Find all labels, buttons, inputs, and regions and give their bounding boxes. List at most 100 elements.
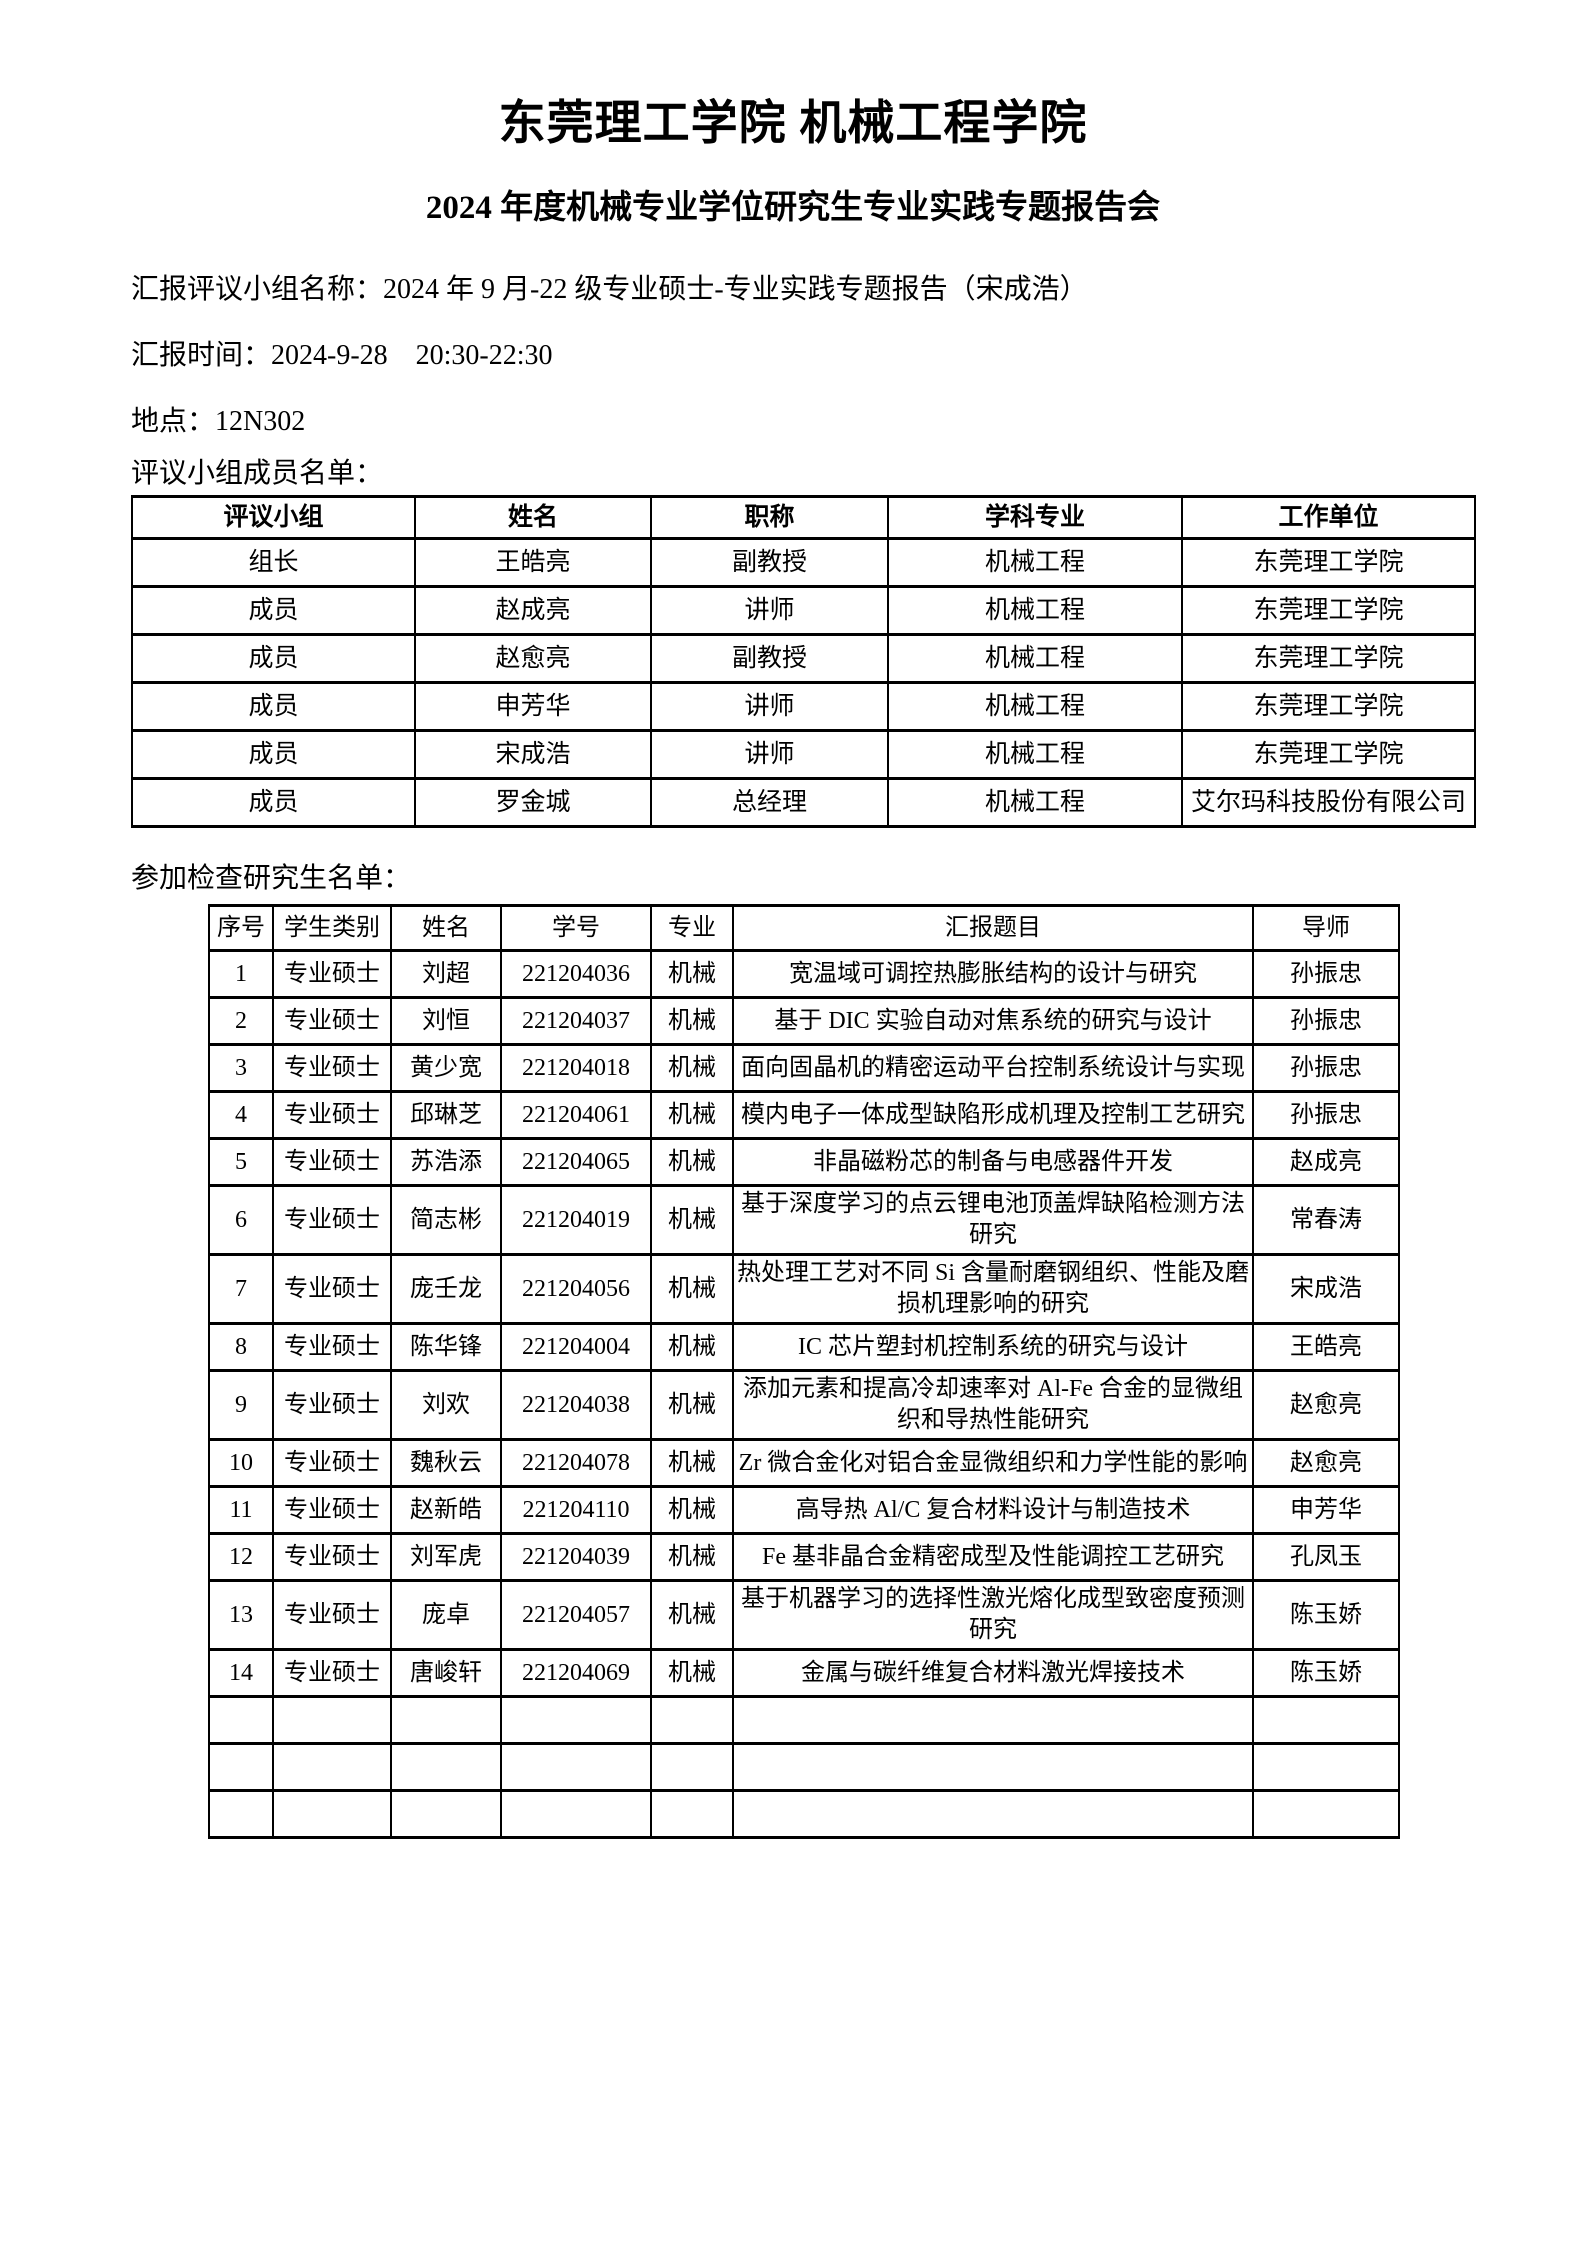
table-cell: 刘恒 <box>390 996 502 1046</box>
table-cell: 副教授 <box>650 633 889 684</box>
table-cell: 申芳华 <box>414 681 652 732</box>
table-row: 10 专业硕士 魏秋云 221204078 机械 Zr 微合金化对铝合金显微组织和力学性能… <box>208 1438 1400 1488</box>
students-header-row: 序号 学生类别 姓名 学号 专业 汇报题目 导师 <box>208 904 1400 952</box>
table-cell: 专业硕士 <box>272 1579 392 1651</box>
table-cell: 东莞理工学院 <box>1181 537 1476 588</box>
table-cell <box>500 1742 652 1792</box>
table-cell: 东莞理工学院 <box>1181 585 1476 636</box>
table-cell: 221204004 <box>500 1322 652 1372</box>
table-cell: 成员 <box>131 633 416 684</box>
table-cell: 5 <box>208 1137 274 1187</box>
students-table: 序号 学生类别 姓名 学号 专业 汇报题目 导师 1 专业硕士 刘超 221204036 机械 宽温域… <box>208 904 1400 1839</box>
table-cell: 讲师 <box>650 585 889 636</box>
column-header: 职称 <box>650 495 889 540</box>
table-cell: 庞壬龙 <box>390 1253 502 1325</box>
table-cell: 专业硕士 <box>272 1184 392 1256</box>
table-cell <box>208 1695 274 1745</box>
table-cell: 机械 <box>650 1579 734 1651</box>
table-cell: 13 <box>208 1579 274 1651</box>
table-cell: 基于 DIC 实验自动对焦系统的研究与设计 <box>732 996 1254 1046</box>
table-row: 8 专业硕士 陈华锋 221204004 机械 IC 芯片塑封机控制系统的研究与设计 王皓亮 <box>208 1322 1400 1372</box>
table-cell: 金属与碳纤维复合材料激光焊接技术 <box>732 1648 1254 1698</box>
column-header: 导师 <box>1252 904 1400 952</box>
table-row: 6 专业硕士 简志彬 221204019 机械 基于深度学习的点云锂电池顶盖焊缺陷检测方法… <box>208 1184 1400 1256</box>
table-cell <box>390 1695 502 1745</box>
table-cell: Fe 基非晶合金精密成型及性能调控工艺研究 <box>732 1532 1254 1582</box>
table-cell: 221204061 <box>500 1090 652 1140</box>
table-cell: 221204056 <box>500 1253 652 1325</box>
table-cell: 机械 <box>650 1532 734 1582</box>
table-row: 成员 赵愈亮 副教授 机械工程 东莞理工学院 <box>131 633 1476 684</box>
table-row: 14 专业硕士 唐峻轩 221204069 机械 金属与碳纤维复合材料激光焊接技术 陈玉娇 <box>208 1648 1400 1698</box>
table-row: 成员 宋成浩 讲师 机械工程 东莞理工学院 <box>131 729 1476 780</box>
table-cell: 成员 <box>131 681 416 732</box>
table-cell: 邱琳芝 <box>390 1090 502 1140</box>
table-cell: 机械工程 <box>887 537 1183 588</box>
page-title: 东莞理工学院 机械工程学院 <box>498 98 1088 150</box>
column-header: 学科专业 <box>887 495 1183 540</box>
table-row <box>208 1695 1400 1745</box>
table-cell: 专业硕士 <box>272 1090 392 1140</box>
table-cell: 孔凤玉 <box>1252 1532 1400 1582</box>
table-cell: 成员 <box>131 729 416 780</box>
table-row: 组长 王皓亮 副教授 机械工程 东莞理工学院 <box>131 537 1476 588</box>
table-cell: 221204018 <box>500 1043 652 1093</box>
table-cell: 221204069 <box>500 1648 652 1698</box>
table-cell: 4 <box>208 1090 274 1140</box>
table-cell: 宋成浩 <box>1252 1253 1400 1325</box>
table-cell: 赵愈亮 <box>1252 1369 1400 1441</box>
table-cell: 常春涛 <box>1252 1184 1400 1256</box>
table-cell: 苏浩添 <box>390 1137 502 1187</box>
table-cell: 机械 <box>650 1438 734 1488</box>
table-row: 7 专业硕士 庞壬龙 221204056 机械 热处理工艺对不同 Si 含量耐磨钢组织、性… <box>208 1253 1400 1325</box>
students-table-body: 1 专业硕士 刘超 221204036 机械 宽温域可调控热膨胀结构的设计与研究 孙振忠 2 专… <box>208 949 1400 1839</box>
column-header: 姓名 <box>414 495 652 540</box>
table-cell <box>272 1742 392 1792</box>
committee-table-body: 组长 王皓亮 副教授 机械工程 东莞理工学院 成员 赵成亮 讲师 机械工程 东莞理工学院 成员 赵愈亮… <box>131 537 1476 828</box>
table-row <box>208 1789 1400 1839</box>
table-row: 13 专业硕士 庞卓 221204057 机械 基于机器学习的选择性激光熔化成型致密度预测… <box>208 1579 1400 1651</box>
column-header: 工作单位 <box>1181 495 1476 540</box>
table-cell: 东莞理工学院 <box>1181 681 1476 732</box>
review-group-name-line: 汇报评议小组名称：2024 年 9 月-22 级专业硕士-专业实践专题报告（宋成… <box>131 274 1088 305</box>
table-cell: 专业硕士 <box>272 1043 392 1093</box>
table-cell: 机械 <box>650 996 734 1046</box>
committee-list-label: 评议小组成员名单： <box>131 458 384 489</box>
table-cell: 专业硕士 <box>272 996 392 1046</box>
table-cell: 221204037 <box>500 996 652 1046</box>
table-cell: 221204036 <box>500 949 652 999</box>
table-cell: 机械 <box>650 1485 734 1535</box>
table-cell: 3 <box>208 1043 274 1093</box>
table-cell: 组长 <box>131 537 416 588</box>
table-cell: 赵新皓 <box>390 1485 502 1535</box>
table-cell: 副教授 <box>650 537 889 588</box>
table-cell: 面向固晶机的精密运动平台控制系统设计与实现 <box>732 1043 1254 1093</box>
table-cell <box>732 1695 1254 1745</box>
table-cell: 赵成亮 <box>414 585 652 636</box>
table-cell: 专业硕士 <box>272 1438 392 1488</box>
table-cell: 孙振忠 <box>1252 1043 1400 1093</box>
table-cell: 高导热 Al/C 复合材料设计与制造技术 <box>732 1485 1254 1535</box>
table-cell: 专业硕士 <box>272 1369 392 1441</box>
table-cell: 基于机器学习的选择性激光熔化成型致密度预测研究 <box>732 1579 1254 1651</box>
table-cell: 221204038 <box>500 1369 652 1441</box>
table-cell: Zr 微合金化对铝合金显微组织和力学性能的影响 <box>732 1438 1254 1488</box>
table-cell: 专业硕士 <box>272 1322 392 1372</box>
table-cell: 赵愈亮 <box>1252 1438 1400 1488</box>
table-cell: 221204039 <box>500 1532 652 1582</box>
students-list-label: 参加检查研究生名单： <box>131 863 412 894</box>
table-cell: 简志彬 <box>390 1184 502 1256</box>
table-cell: 申芳华 <box>1252 1485 1400 1535</box>
table-cell: 孙振忠 <box>1252 1090 1400 1140</box>
location-line: 地点：12N302 <box>131 406 306 437</box>
table-cell <box>650 1695 734 1745</box>
table-cell: 非晶磁粉芯的制备与电感器件开发 <box>732 1137 1254 1187</box>
table-cell: 机械 <box>650 1369 734 1441</box>
table-cell <box>272 1695 392 1745</box>
table-cell: 刘欢 <box>390 1369 502 1441</box>
table-cell: 陈玉娇 <box>1252 1579 1400 1651</box>
table-cell: 赵愈亮 <box>414 633 652 684</box>
table-cell: 221204019 <box>500 1184 652 1256</box>
table-cell <box>650 1789 734 1839</box>
